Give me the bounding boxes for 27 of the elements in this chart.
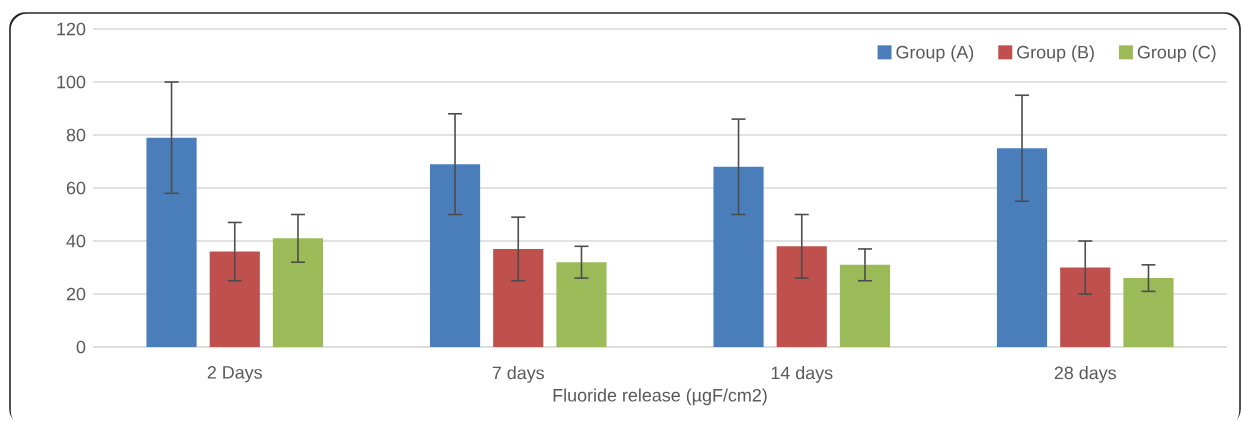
legend-label: Group (A) — [896, 45, 974, 63]
y-tick-label: 40 — [66, 234, 86, 248]
bar — [1123, 278, 1174, 347]
y-tick-label: 100 — [57, 75, 86, 89]
y-tick-label: 120 — [57, 22, 86, 36]
bar — [493, 248, 544, 347]
bar — [272, 238, 324, 347]
bar — [429, 164, 481, 347]
bar — [996, 148, 1048, 347]
legend-label: Group (B) — [1017, 45, 1094, 63]
y-tick-label: 60 — [66, 181, 86, 195]
x-tick-label: 28 days — [1054, 366, 1116, 383]
bar — [713, 166, 764, 347]
bar — [556, 262, 607, 347]
legend-label: Group (C) — [1137, 45, 1216, 63]
y-tick-label: 0 — [76, 340, 86, 354]
bar — [146, 137, 197, 347]
x-tick-label: 14 days — [771, 366, 833, 383]
bar — [776, 246, 827, 347]
x-tick-label: 7 days — [492, 366, 544, 383]
bar — [1060, 267, 1111, 347]
x-axis-title: Fluoride release (µgF/cm2) — [553, 388, 767, 406]
y-tick-label: 80 — [66, 128, 86, 142]
y-tick-label: 20 — [66, 287, 86, 301]
bar — [209, 251, 260, 347]
x-tick-label: 2 Days — [207, 366, 262, 383]
bar — [839, 264, 891, 347]
